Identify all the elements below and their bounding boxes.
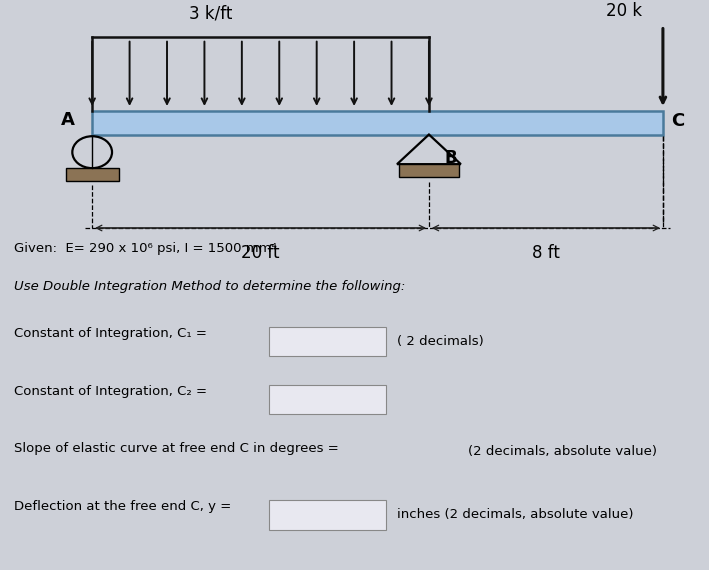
Text: ( 2 decimals): ( 2 decimals) xyxy=(397,335,484,348)
Text: C: C xyxy=(671,112,685,131)
Text: (2 decimals, absolute value): (2 decimals, absolute value) xyxy=(468,445,657,458)
Text: 8 ft: 8 ft xyxy=(532,244,560,262)
Text: Constant of Integration, C₁ =: Constant of Integration, C₁ = xyxy=(14,327,207,340)
Text: Deflection at the free end C, y =: Deflection at the free end C, y = xyxy=(14,500,231,513)
Text: Given:  E= 290 x 10⁶ psi, I = 1500 mm⁴: Given: E= 290 x 10⁶ psi, I = 1500 mm⁴ xyxy=(14,242,277,255)
FancyBboxPatch shape xyxy=(65,168,118,181)
FancyBboxPatch shape xyxy=(269,327,386,356)
FancyBboxPatch shape xyxy=(92,111,663,135)
Text: Slope of elastic curve at free end C in degrees =: Slope of elastic curve at free end C in … xyxy=(14,442,339,455)
Text: 3 k/ft: 3 k/ft xyxy=(189,5,233,23)
FancyBboxPatch shape xyxy=(269,500,386,530)
FancyBboxPatch shape xyxy=(269,385,386,414)
Text: 20 k: 20 k xyxy=(606,2,642,20)
Text: Use Double Integration Method to determine the following:: Use Double Integration Method to determi… xyxy=(14,280,406,293)
Text: inches (2 decimals, absolute value): inches (2 decimals, absolute value) xyxy=(397,508,634,522)
Text: B: B xyxy=(445,149,457,167)
Text: Constant of Integration, C₂ =: Constant of Integration, C₂ = xyxy=(14,385,207,397)
FancyBboxPatch shape xyxy=(398,164,459,177)
Text: 20 ft: 20 ft xyxy=(241,244,280,262)
Text: A: A xyxy=(60,111,74,129)
